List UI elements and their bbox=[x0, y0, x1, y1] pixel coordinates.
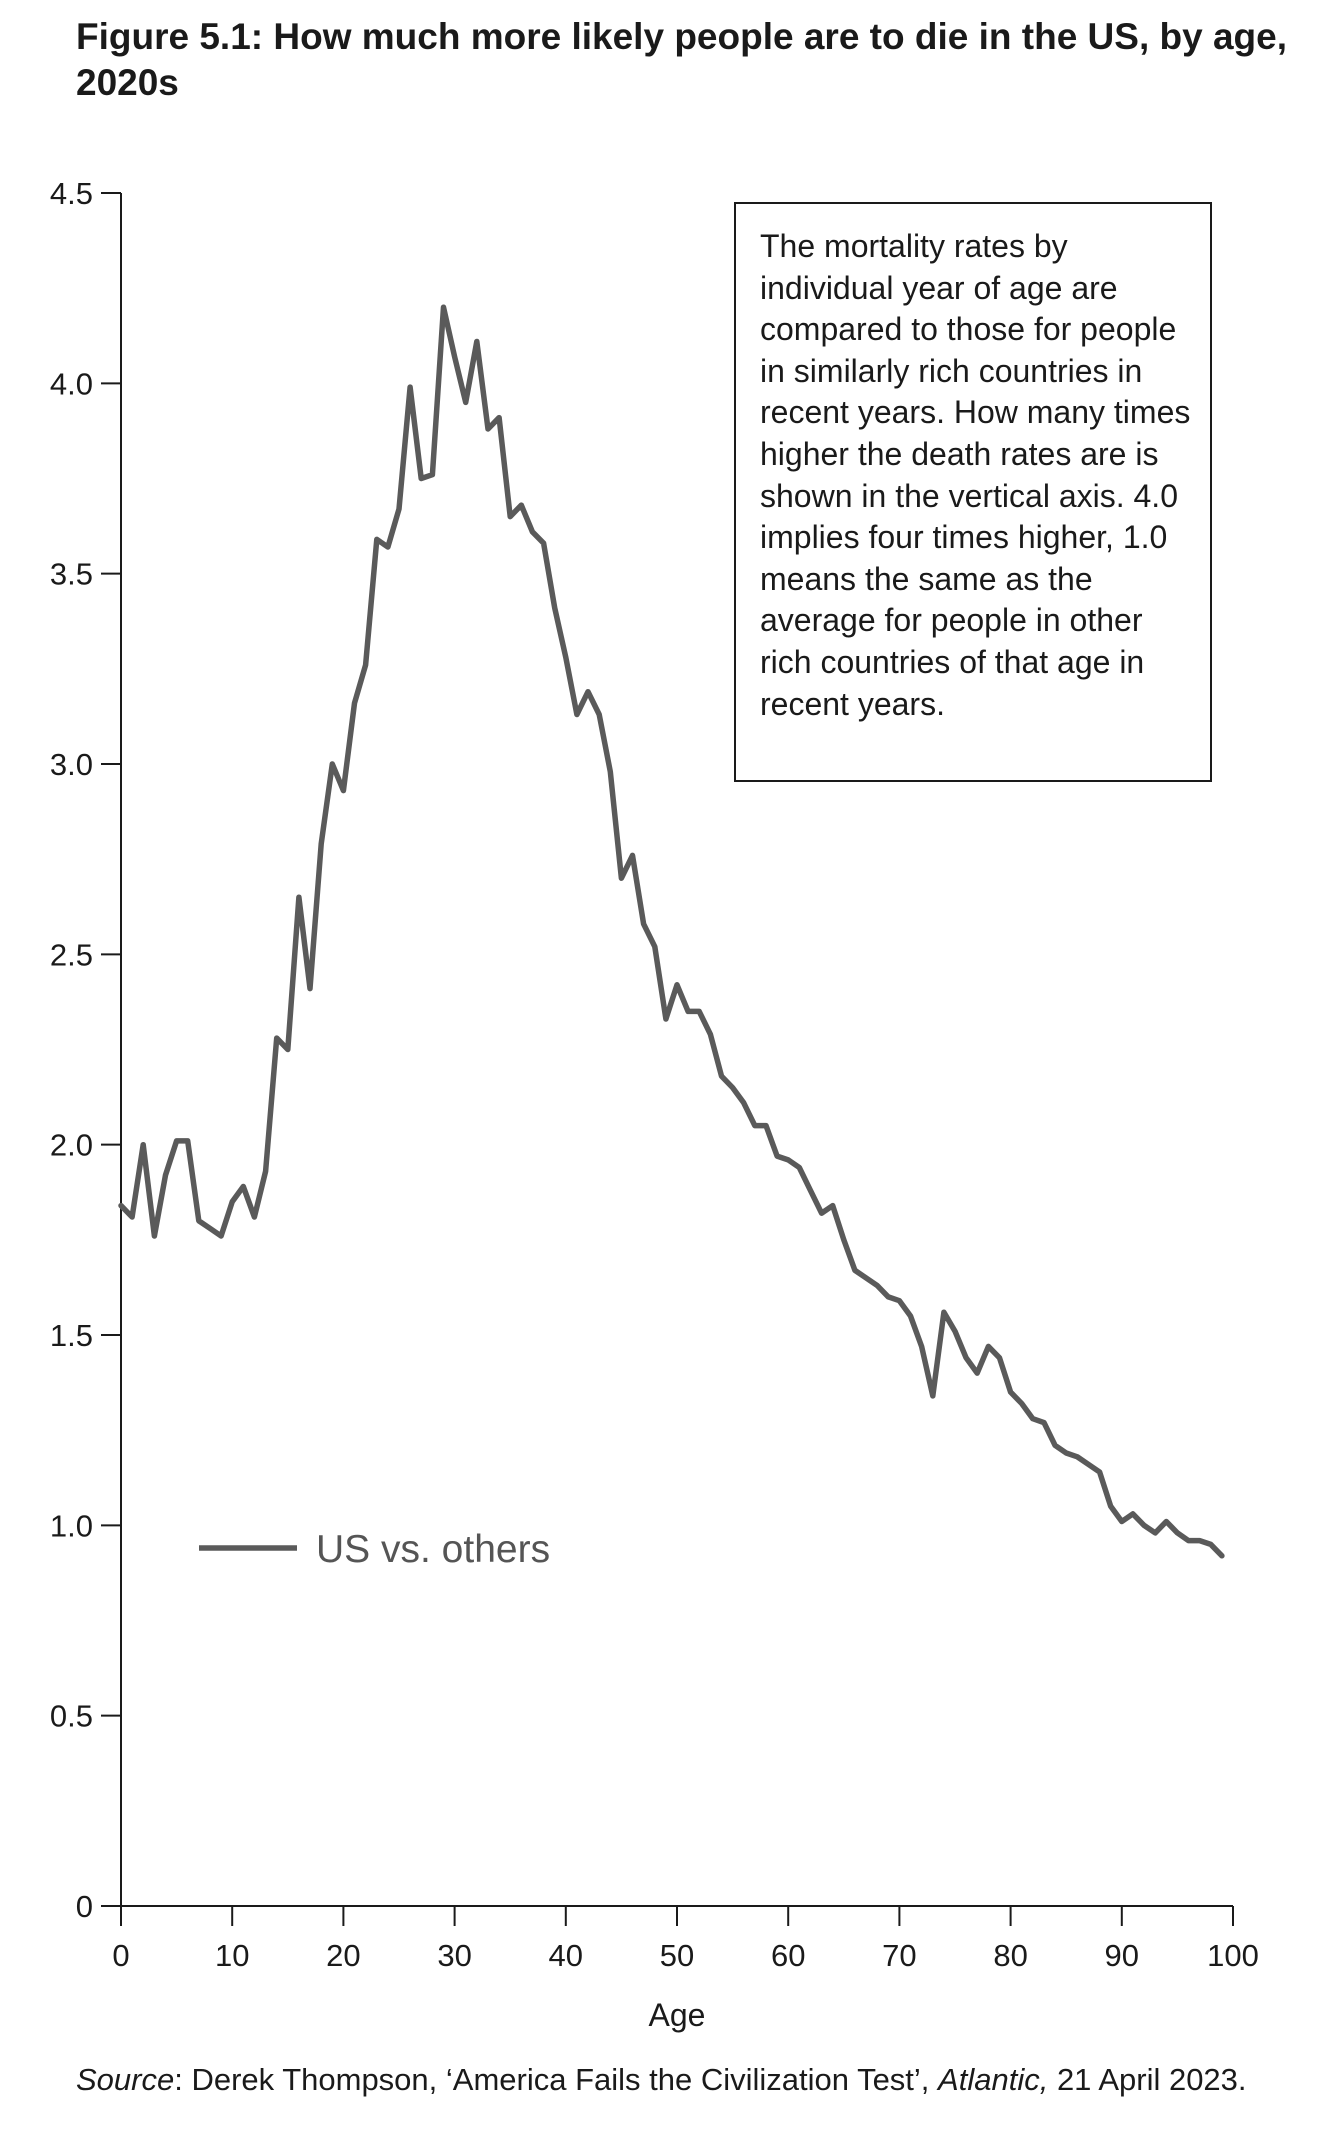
x-tick-label: 50 bbox=[660, 1938, 694, 1973]
y-tick-label: 4.5 bbox=[50, 176, 93, 211]
y-tick-label: 4.0 bbox=[50, 366, 93, 401]
y-tick-label: 3.5 bbox=[50, 557, 93, 592]
x-tick-label: 10 bbox=[215, 1938, 249, 1973]
x-tick-label: 60 bbox=[771, 1938, 805, 1973]
annotation-box: The mortality rates by individual year o… bbox=[734, 202, 1212, 782]
x-tick-label: 90 bbox=[1105, 1938, 1139, 1973]
source-note: Source: Derek Thompson, ‘America Fails t… bbox=[76, 2060, 1306, 2100]
series-layer bbox=[118, 304, 1225, 1559]
y-axis: 0 0.5 1.0 1.5 2.0 2.5 3.0 3.5 4.0 4.5 bbox=[50, 176, 122, 1924]
x-tick-label: 100 bbox=[1207, 1938, 1259, 1973]
source-publication: Atlantic, bbox=[938, 2062, 1049, 2097]
chart: 0 0.5 1.0 1.5 2.0 2.5 3.0 3.5 4.0 4.5 0 10 20 30 40 50… bbox=[50, 176, 1259, 2033]
series-line-us-vs-others bbox=[118, 304, 1225, 1559]
chart-title: Figure 5.1: How much more likely people … bbox=[76, 16, 1288, 103]
y-tick-label: 0 bbox=[76, 1889, 93, 1924]
source-label: Source bbox=[76, 2062, 175, 2097]
source-text-after: 21 April 2023. bbox=[1048, 2062, 1247, 2097]
y-tick-label: 1.0 bbox=[50, 1508, 93, 1543]
x-tick-label: 20 bbox=[326, 1938, 360, 1973]
y-tick-label: 0.5 bbox=[50, 1699, 93, 1734]
y-tick-label: 2.5 bbox=[50, 937, 93, 972]
x-axis: 0 10 20 30 40 50 60 70 80 90 100 Age bbox=[112, 1905, 1259, 2033]
x-tick-label: 0 bbox=[112, 1938, 129, 1973]
x-tick-label: 70 bbox=[882, 1938, 916, 1973]
y-tick-label: 2.0 bbox=[50, 1128, 93, 1163]
legend-label: US vs. others bbox=[316, 1528, 550, 1571]
y-tick-label: 1.5 bbox=[50, 1318, 93, 1353]
x-axis-title: Age bbox=[649, 1997, 706, 2033]
x-tick-label: 40 bbox=[549, 1938, 583, 1973]
y-tick-label: 3.0 bbox=[50, 747, 93, 782]
x-tick-label: 30 bbox=[437, 1938, 471, 1973]
legend: US vs. others bbox=[199, 1528, 550, 1571]
x-tick-label: 80 bbox=[993, 1938, 1027, 1973]
source-text-before: : Derek Thompson, ‘America Fails the Civ… bbox=[174, 2062, 939, 2097]
